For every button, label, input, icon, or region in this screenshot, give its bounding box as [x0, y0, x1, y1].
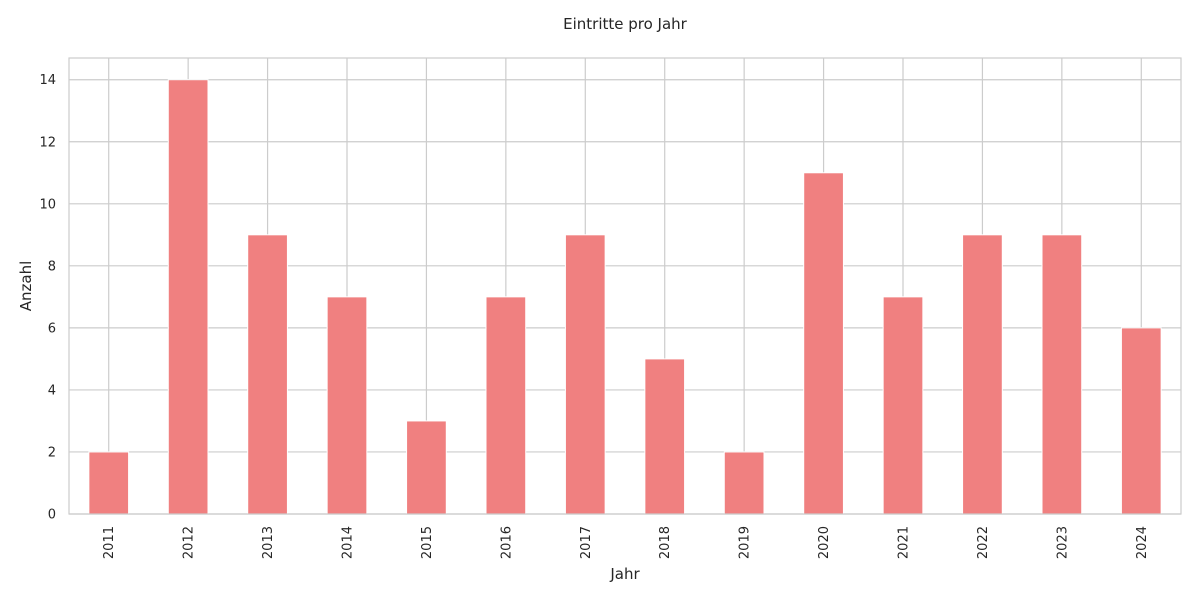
- x-tick-label: 2011: [102, 526, 117, 559]
- bar-2021: [882, 296, 924, 515]
- x-axis-label: Jahr: [609, 565, 640, 583]
- x-tick-label: 2015: [420, 526, 435, 559]
- y-axis-label: Anzahl: [17, 261, 35, 312]
- y-tick-label: 14: [39, 73, 56, 88]
- bar-2016: [485, 296, 527, 515]
- bar-2023: [1041, 234, 1083, 515]
- y-tick-label: 10: [39, 197, 56, 212]
- x-tick-label: 2024: [1135, 526, 1150, 559]
- bar-2015: [406, 420, 447, 515]
- bar-2019: [723, 451, 765, 515]
- plot-frame: [68, 57, 1182, 515]
- y-axis-ticks: 0 2 4 6 8 10 12 14: [39, 73, 56, 522]
- bar-2020: [803, 172, 844, 515]
- x-tick-label: 2017: [579, 526, 594, 559]
- y-tick-label: 12: [39, 135, 56, 150]
- y-tick-label: 2: [48, 445, 56, 460]
- bar-2022: [962, 234, 1003, 515]
- x-tick-label: 2019: [738, 526, 753, 559]
- bar-2012: [167, 79, 209, 515]
- y-tick-label: 8: [48, 259, 56, 274]
- bar-2017: [564, 234, 606, 515]
- bar-2018: [644, 358, 686, 515]
- x-tick-label: 2018: [658, 526, 673, 559]
- bar-2011: [88, 451, 130, 515]
- x-tick-label: 2014: [341, 526, 356, 559]
- x-tick-label: 2012: [182, 526, 197, 559]
- x-tick-label: 2020: [817, 526, 832, 559]
- bar-2024: [1120, 327, 1162, 515]
- grid: [69, 58, 1181, 515]
- x-tick-label: 2023: [1055, 526, 1070, 559]
- bars: [88, 79, 1162, 515]
- y-tick-label: 4: [48, 383, 56, 398]
- y-tick-label: 6: [48, 321, 56, 336]
- bar-2014: [326, 296, 368, 515]
- x-tick-label: 2021: [897, 526, 912, 559]
- y-tick-label: 0: [48, 508, 56, 523]
- x-axis-ticks: 2011 2012 2013 2014 2015 2016 2017 2018 2019 2020…: [102, 526, 1150, 559]
- bar-2013: [247, 234, 288, 515]
- x-tick-label: 2022: [976, 526, 991, 559]
- chart-title: Eintritte pro Jahr: [563, 15, 688, 33]
- x-tick-label: 2013: [261, 526, 276, 559]
- x-tick-label: 2016: [499, 526, 514, 559]
